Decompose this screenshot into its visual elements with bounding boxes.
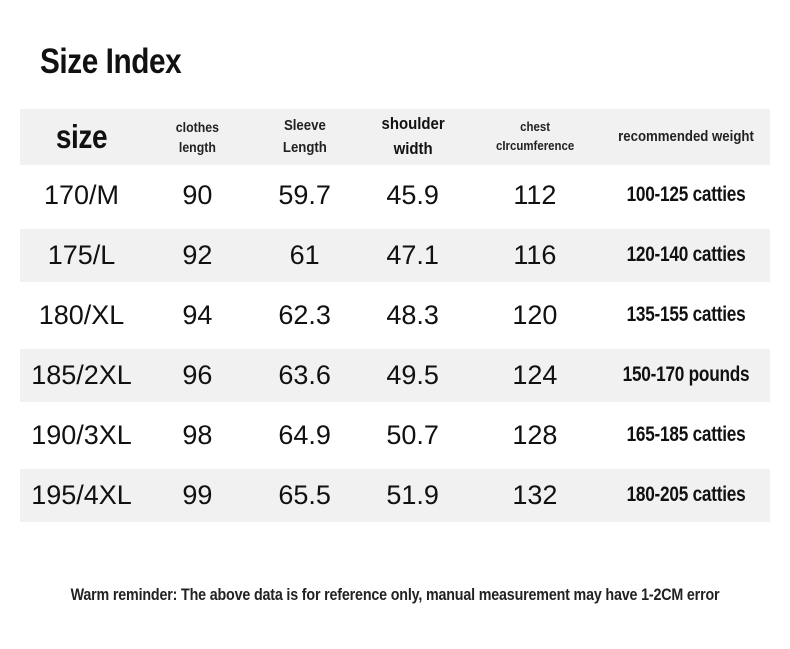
size-value: 170/M <box>43 179 120 210</box>
table-row: 180/XL 94 62.3 48.3 120 135-155 catties <box>20 285 770 345</box>
table-row: 170/M 90 59.7 45.9 112 100-125 catties <box>20 165 770 225</box>
sleeve-length-value: 62.3 <box>278 299 331 330</box>
table-row: 175/L 92 61 47.1 116 120-140 catties <box>20 225 770 285</box>
header-shoulder-width: shoulder width <box>381 114 445 158</box>
clothes-length-value: 96 <box>182 359 213 390</box>
size-value: 190/3XL <box>31 419 132 450</box>
clothes-length-value: 94 <box>182 299 213 330</box>
header-sleeve-length: Sleeve Length <box>282 117 327 156</box>
sleeve-length-value: 61 <box>289 239 320 270</box>
size-value: 185/2XL <box>31 359 132 390</box>
shoulder-width-value: 48.3 <box>386 299 439 330</box>
chest-circumference-value: 120 <box>512 299 558 330</box>
size-value: 180/XL <box>38 299 125 330</box>
chest-circumference-value: 116 <box>513 239 557 270</box>
recommended-weight-value: 120-140 catties <box>626 243 746 266</box>
header-clothes-length: clothes length <box>175 118 219 155</box>
footer-note: Warm reminder: The above data is for ref… <box>70 585 720 604</box>
shoulder-width-value: 47.1 <box>386 239 439 270</box>
shoulder-width-value: 51.9 <box>386 479 439 510</box>
header-chest-circumference: chest cIrcumference <box>495 119 574 153</box>
recommended-weight-value: 100-125 catties <box>626 183 746 206</box>
clothes-length-value: 98 <box>182 419 213 450</box>
recommended-weight-value: 135-155 catties <box>626 303 746 326</box>
size-table: size clothes length Sleeve Length should… <box>20 109 770 525</box>
sleeve-length-value: 59.7 <box>278 179 331 210</box>
table-row: 185/2XL 96 63.6 49.5 124 150-170 pounds <box>20 345 770 405</box>
table-header-row: size clothes length Sleeve Length should… <box>20 109 770 165</box>
table-row: 190/3XL 98 64.9 50.7 128 165-185 catties <box>20 405 770 465</box>
chest-circumference-value: 132 <box>512 479 558 510</box>
recommended-weight-value: 150-170 pounds <box>622 363 750 386</box>
chest-circumference-value: 128 <box>512 419 558 450</box>
recommended-weight-value: 165-185 catties <box>626 423 746 446</box>
header-recommended-weight: recommended weight <box>618 128 754 146</box>
table-body: 170/M 90 59.7 45.9 112 100-125 catties 1… <box>20 165 770 525</box>
table-row: 195/4XL 99 65.5 51.9 132 180-205 catties <box>20 465 770 525</box>
clothes-length-value: 92 <box>182 239 213 270</box>
recommended-weight-value: 180-205 catties <box>626 483 746 506</box>
size-value: 195/4XL <box>31 479 132 510</box>
clothes-length-value: 90 <box>182 179 213 210</box>
size-value: 175/L <box>47 239 116 270</box>
header-size: size <box>55 118 108 155</box>
shoulder-width-value: 45.9 <box>386 179 439 210</box>
clothes-length-value: 99 <box>182 479 213 510</box>
shoulder-width-value: 50.7 <box>386 419 439 450</box>
sleeve-length-value: 65.5 <box>278 479 331 510</box>
chest-circumference-value: 112 <box>513 179 557 210</box>
sleeve-length-value: 63.6 <box>278 359 331 390</box>
shoulder-width-value: 49.5 <box>386 359 439 390</box>
chest-circumference-value: 124 <box>512 359 558 390</box>
sleeve-length-value: 64.9 <box>278 419 331 450</box>
page-title: Size Index <box>40 42 182 81</box>
